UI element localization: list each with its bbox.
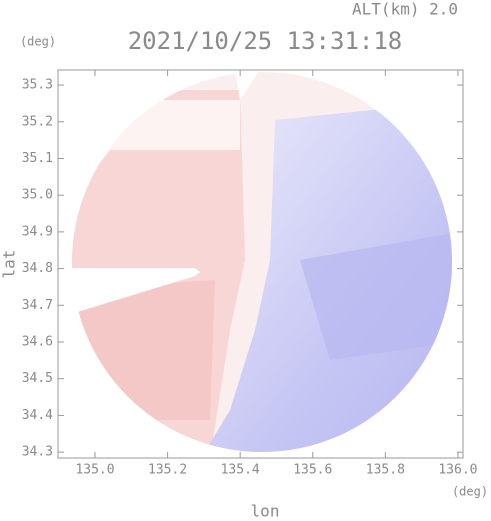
y-tick-label: 35.0 — [22, 188, 53, 203]
y-tick-label: 34.7 — [22, 298, 53, 313]
y-tick-label: 35.2 — [22, 114, 53, 129]
y-tick-label: 35.3 — [22, 78, 53, 93]
x-tick-label: 135.0 — [75, 463, 114, 478]
y-tick-label: 34.6 — [22, 335, 53, 350]
y-tick-label: 34.8 — [22, 261, 53, 276]
y-tick-label: 35.1 — [22, 151, 53, 166]
y-tick-label: 34.3 — [22, 445, 53, 460]
plot-frame — [57, 69, 464, 459]
x-tick-label: 135.6 — [293, 463, 332, 478]
x-tick-label: 136.0 — [438, 463, 477, 478]
y-tick-label: 34.5 — [22, 371, 53, 386]
y-tick-label: 34.9 — [22, 224, 53, 239]
x-axis-label: lon — [251, 502, 280, 521]
subtitle: ALT(km) 2.0 — [352, 0, 458, 19]
x-tick-label: 135.4 — [221, 463, 260, 478]
y-unit: (deg) — [20, 35, 56, 49]
y-axis-label: lat — [0, 250, 19, 279]
chart-title: 2021/10/25 13:31:18 — [128, 27, 403, 55]
x-unit: (deg) — [452, 485, 488, 499]
x-tick-label: 135.2 — [148, 463, 187, 478]
y-tick-label: 34.4 — [22, 408, 53, 423]
velocity-field — [58, 70, 452, 452]
x-tick-label: 135.8 — [366, 463, 405, 478]
